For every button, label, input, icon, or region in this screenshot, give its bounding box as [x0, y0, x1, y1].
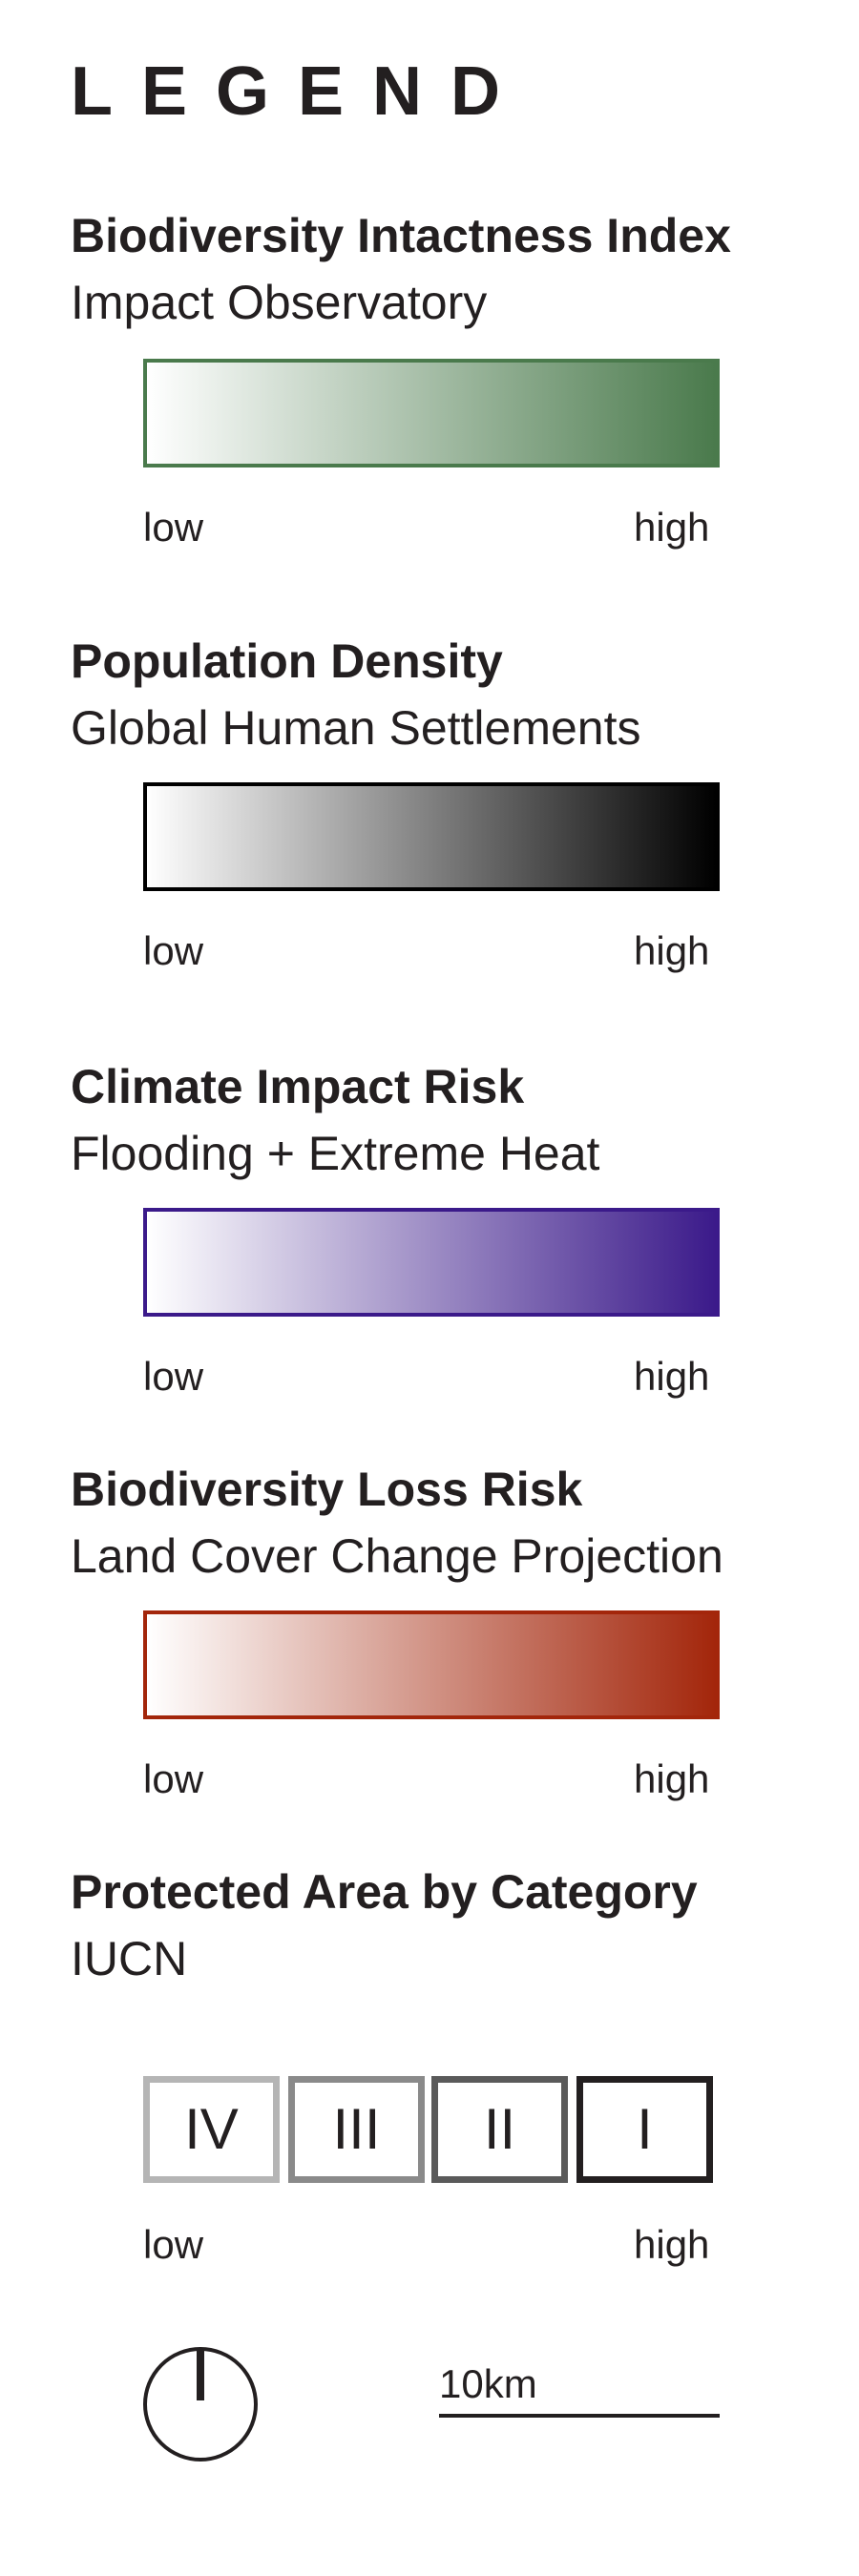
- scale-bar-label: 10km: [439, 2361, 537, 2406]
- category-swatches: IV III II I: [143, 2076, 720, 2185]
- section-title: Population Density: [71, 634, 503, 688]
- section-title: Climate Impact Risk: [71, 1060, 525, 1113]
- ramp-low-label: low: [143, 1354, 204, 1399]
- legend-section-population-density: Population Density Global Human Settleme…: [71, 634, 796, 971]
- legend-section-biodiversity-loss-risk: Biodiversity Loss Risk Land Cover Change…: [71, 1463, 796, 1799]
- category-iii-swatch: III: [288, 2076, 425, 2183]
- section-subtitle: Global Human Settlements: [71, 701, 641, 755]
- ramp-low-label: low: [143, 1756, 204, 1801]
- category-ii-swatch: II: [431, 2076, 568, 2183]
- section-title: Protected Area by Category: [71, 1865, 698, 1919]
- legend-section-climate-impact-risk: Climate Impact Risk Flooding + Extreme H…: [71, 1060, 796, 1397]
- category-high-label: high: [634, 2222, 710, 2267]
- category-iv-swatch: IV: [143, 2076, 280, 2183]
- section-title: Biodiversity Intactness Index: [71, 209, 731, 262]
- category-i-swatch: I: [576, 2076, 713, 2183]
- north-arrow-icon: [143, 2347, 258, 2462]
- ramp-high-label: high: [634, 928, 710, 973]
- ramp-high-label: high: [634, 1354, 710, 1399]
- ramp-low-label: low: [143, 928, 204, 973]
- section-subtitle: Land Cover Change Projection: [71, 1529, 723, 1583]
- scale-bar-line: [439, 2414, 720, 2418]
- ramp-low-label: low: [143, 505, 204, 550]
- ramp-high-label: high: [634, 505, 710, 550]
- ramp-high-label: high: [634, 1756, 710, 1801]
- legend-section-biodiversity-intactness: Biodiversity Intactness Index Impact Obs…: [71, 209, 796, 548]
- section-title: Biodiversity Loss Risk: [71, 1463, 583, 1516]
- color-ramp: [143, 782, 720, 891]
- color-ramp: [143, 1208, 720, 1317]
- legend-section-protected-area: Protected Area by Category IUCN IV III I…: [71, 1865, 796, 2265]
- section-subtitle: IUCN: [71, 1932, 188, 1985]
- color-ramp: [143, 359, 720, 467]
- section-subtitle: Flooding + Extreme Heat: [71, 1127, 600, 1180]
- legend-title: LEGEND: [71, 53, 530, 130]
- section-subtitle: Impact Observatory: [71, 276, 488, 329]
- category-low-label: low: [143, 2222, 204, 2267]
- color-ramp: [143, 1610, 720, 1719]
